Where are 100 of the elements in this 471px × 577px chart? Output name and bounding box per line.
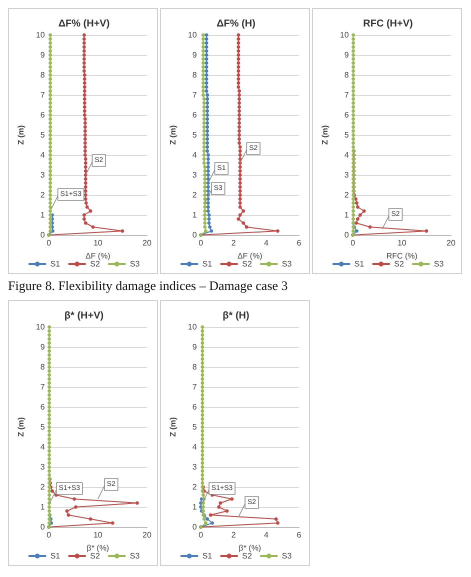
legend-label: S3 bbox=[434, 260, 444, 268]
y-tick-label: 2 bbox=[192, 190, 198, 200]
x-tick-label: 6 bbox=[296, 530, 302, 540]
y-tick-label: 7 bbox=[40, 382, 46, 392]
y-tick-label: 5 bbox=[344, 130, 350, 140]
x-tick-label: 10 bbox=[93, 530, 103, 540]
legend-label: S2 bbox=[242, 260, 252, 268]
x-tick-label: 2 bbox=[231, 238, 236, 248]
y-tick-label: 6 bbox=[192, 110, 198, 120]
y-tick-label: 1 bbox=[344, 210, 350, 220]
legend-label: S3 bbox=[282, 260, 292, 268]
x-axis-title: ΔF (%) bbox=[237, 251, 263, 260]
legend-label: S2 bbox=[242, 552, 252, 560]
y-tick-label: 9 bbox=[344, 50, 350, 60]
legend-label: S3 bbox=[282, 552, 292, 560]
legend-label: S1 bbox=[50, 260, 61, 268]
y-tick-label: 1 bbox=[192, 210, 198, 220]
legend-label: S1 bbox=[202, 552, 213, 560]
x-tick-label: 20 bbox=[142, 238, 152, 248]
y-tick-label: 9 bbox=[192, 50, 198, 60]
y-tick-label: 3 bbox=[344, 170, 350, 180]
y-tick-label: 0 bbox=[40, 230, 46, 240]
y-tick-label: 2 bbox=[192, 482, 198, 492]
legend-label: S1 bbox=[50, 552, 61, 560]
legend-label: S2 bbox=[90, 260, 100, 268]
x-tick-label: 0 bbox=[198, 238, 204, 248]
y-tick-label: 10 bbox=[340, 30, 350, 40]
y-tick-label: 10 bbox=[188, 30, 198, 40]
y-tick-label: 8 bbox=[40, 70, 46, 80]
x-tick-label: 10 bbox=[93, 238, 103, 248]
y-tick-label: 0 bbox=[192, 522, 198, 532]
y-tick-label: 5 bbox=[40, 422, 46, 432]
y-tick-label: 8 bbox=[344, 70, 350, 80]
chart-title: β* (H) bbox=[222, 310, 250, 322]
chart-title: ΔF% (H+V) bbox=[58, 18, 110, 30]
y-tick-label: 5 bbox=[40, 130, 46, 140]
y-tick-label: 5 bbox=[192, 422, 198, 432]
x-axis-title: ΔF (%) bbox=[85, 251, 111, 260]
y-axis-title: Z (m) bbox=[16, 416, 26, 437]
y-tick-label: 0 bbox=[40, 522, 46, 532]
y-tick-label: 4 bbox=[40, 150, 46, 160]
x-tick-label: 20 bbox=[142, 530, 152, 540]
chart-title: ΔF% (H) bbox=[216, 18, 256, 30]
x-axis-title: RFC (%) bbox=[386, 251, 418, 260]
caption: Figure 8. Flexibility damage indices – Damage case 3 bbox=[8, 278, 289, 294]
x-tick-label: 0 bbox=[46, 530, 52, 540]
legend-label: S3 bbox=[130, 552, 140, 560]
x-tick-label: 10 bbox=[397, 238, 407, 248]
x-tick-label: 6 bbox=[296, 238, 302, 248]
y-tick-label: 6 bbox=[192, 402, 198, 412]
y-axis-title: Z (m) bbox=[320, 124, 330, 145]
y-tick-label: 4 bbox=[192, 442, 198, 452]
chart-title: β* (H+V) bbox=[64, 310, 104, 322]
legend-label: S3 bbox=[130, 260, 140, 268]
y-tick-label: 2 bbox=[40, 190, 46, 200]
x-tick-label: 0 bbox=[350, 238, 356, 248]
legend-label: S1 bbox=[354, 260, 365, 268]
y-tick-label: 10 bbox=[188, 322, 198, 332]
y-tick-label: 9 bbox=[40, 342, 46, 352]
y-tick-label: 2 bbox=[40, 482, 46, 492]
y-axis-title: Z (m) bbox=[168, 124, 178, 145]
y-tick-label: 4 bbox=[40, 442, 46, 452]
y-tick-label: 7 bbox=[344, 90, 350, 100]
y-tick-label: 6 bbox=[344, 110, 350, 120]
x-axis-title: β* (%) bbox=[238, 543, 262, 552]
y-tick-label: 10 bbox=[36, 322, 46, 332]
legend-label: S2 bbox=[90, 552, 100, 560]
y-tick-label: 1 bbox=[192, 502, 198, 512]
y-tick-label: 8 bbox=[192, 362, 198, 372]
y-tick-label: 3 bbox=[192, 170, 198, 180]
y-tick-label: 9 bbox=[192, 342, 198, 352]
y-tick-label: 3 bbox=[40, 462, 46, 472]
y-tick-label: 0 bbox=[344, 230, 350, 240]
y-tick-label: 9 bbox=[40, 50, 46, 60]
y-tick-label: 1 bbox=[40, 210, 46, 220]
y-tick-label: 10 bbox=[36, 30, 46, 40]
y-tick-label: 3 bbox=[192, 462, 198, 472]
y-tick-label: 8 bbox=[192, 70, 198, 80]
y-tick-label: 0 bbox=[192, 230, 198, 240]
x-tick-label: 4 bbox=[264, 238, 270, 248]
y-tick-label: 6 bbox=[40, 110, 46, 120]
y-tick-label: 1 bbox=[40, 502, 46, 512]
y-tick-label: 6 bbox=[40, 402, 46, 412]
x-tick-label: 0 bbox=[46, 238, 52, 248]
y-tick-label: 4 bbox=[192, 150, 198, 160]
y-tick-label: 7 bbox=[192, 382, 198, 392]
chart-title: RFC (H+V) bbox=[363, 18, 413, 30]
y-tick-label: 7 bbox=[40, 90, 46, 100]
x-tick-label: 0 bbox=[198, 530, 204, 540]
legend-label: S1 bbox=[202, 260, 213, 268]
y-tick-label: 2 bbox=[344, 190, 350, 200]
y-axis-title: Z (m) bbox=[168, 416, 178, 437]
x-tick-label: 4 bbox=[264, 530, 270, 540]
x-axis-title: β* (%) bbox=[86, 543, 110, 552]
legend-label: S2 bbox=[394, 260, 404, 268]
y-tick-label: 7 bbox=[192, 90, 198, 100]
x-tick-label: 20 bbox=[446, 238, 456, 248]
y-tick-label: 5 bbox=[192, 130, 198, 140]
y-tick-label: 8 bbox=[40, 362, 46, 372]
y-tick-label: 4 bbox=[344, 150, 350, 160]
